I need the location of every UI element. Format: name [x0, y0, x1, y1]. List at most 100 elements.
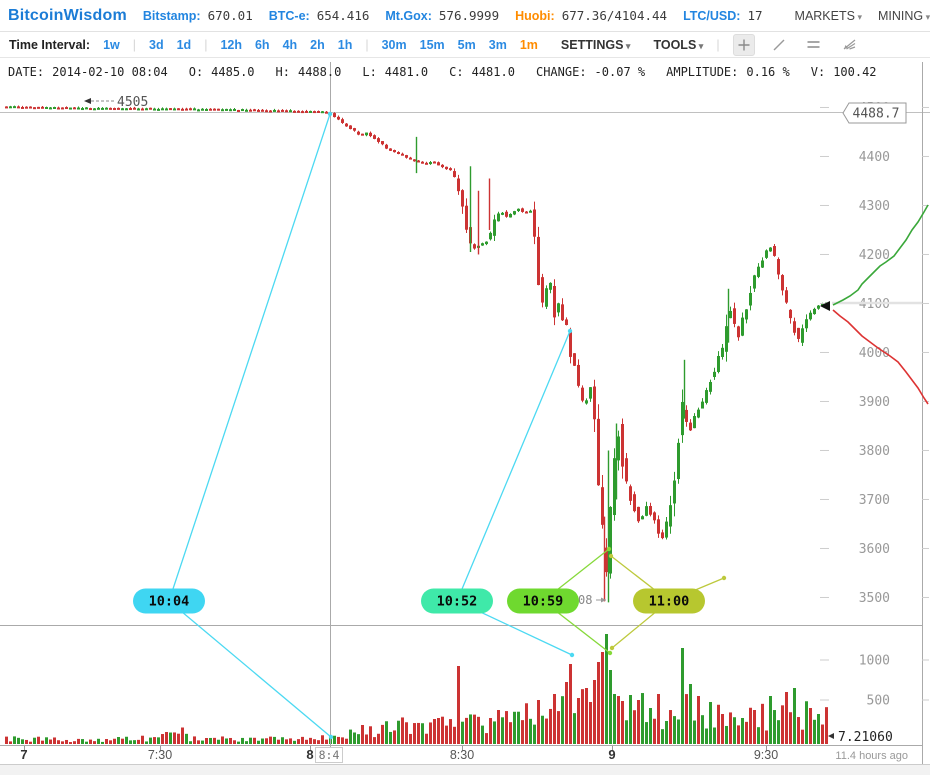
- info-low: L: 4481.0: [362, 64, 429, 79]
- candle: [493, 219, 496, 236]
- ticker-btce[interactable]: BTC-e: 654.416: [269, 8, 370, 23]
- volume-bar: [13, 736, 16, 744]
- volume-bar: [73, 741, 76, 744]
- x-axis: 7 7:30 8 8:30 9 9:30 8:4 11.4 hours ago: [20, 746, 908, 763]
- x-tick-label: 7: [20, 747, 27, 762]
- volume-bar: [693, 720, 696, 744]
- volume-bar: [393, 730, 396, 744]
- volume-bar: [521, 720, 524, 744]
- horizontal-lines-icon: [807, 41, 820, 48]
- interval-30m[interactable]: 30m: [381, 38, 407, 52]
- angles-tool-button[interactable]: [838, 34, 860, 56]
- interval-6h[interactable]: 6h: [254, 38, 270, 52]
- candle: [253, 109, 256, 112]
- volume-bar: [765, 730, 768, 744]
- candle: [545, 288, 548, 307]
- candle: [245, 109, 248, 112]
- volume-bar: [505, 711, 508, 744]
- candle: [9, 106, 12, 109]
- info-volume: V: 100.42: [810, 64, 877, 79]
- candle: [661, 532, 664, 539]
- candle: [653, 512, 656, 521]
- candle: [257, 109, 260, 112]
- candlesticks: [5, 105, 828, 603]
- candle: [173, 108, 176, 111]
- volume-bar: [69, 742, 72, 744]
- info-amplitude: AMPLITUDE: 0.16 %: [666, 64, 790, 79]
- volume-bar: [701, 715, 704, 744]
- volume-bar: [197, 740, 200, 744]
- volume-bar: [685, 694, 688, 744]
- candle: [61, 107, 64, 110]
- candle: [605, 547, 608, 573]
- interval-3d[interactable]: 3d: [149, 38, 164, 52]
- interval-1m[interactable]: 1m: [519, 38, 538, 52]
- current-price-text: 4488.7: [853, 107, 900, 122]
- time-pill-label: 10:52: [437, 594, 478, 610]
- candle: [393, 150, 396, 153]
- candle: [793, 321, 796, 333]
- settings-menu[interactable]: SETTINGS: [561, 38, 631, 52]
- markets-menu[interactable]: MARKETS: [795, 9, 862, 23]
- volume-bar: [621, 701, 624, 744]
- candle: [365, 132, 368, 136]
- app-logo[interactable]: BitcoinWisdom: [8, 6, 127, 24]
- candle: [129, 108, 132, 111]
- candle: [209, 108, 212, 111]
- interval-4h[interactable]: 4h: [282, 38, 298, 52]
- volume-bar: [369, 726, 372, 744]
- horizontal-lines-tool-button[interactable]: [803, 34, 825, 56]
- top-header: BitcoinWisdom Bitstamp: 670.01 BTC-e: 65…: [0, 0, 930, 32]
- price-tick-label: 3500: [859, 591, 890, 606]
- volume-bar: [537, 700, 540, 744]
- volume-bar: [277, 739, 280, 744]
- volume-bar: [105, 739, 108, 744]
- interval-15m[interactable]: 15m: [419, 38, 445, 52]
- interval-3m[interactable]: 3m: [488, 38, 507, 52]
- ticker-bitstamp[interactable]: Bitstamp: 670.01: [143, 8, 253, 23]
- candle: [769, 247, 772, 252]
- volume-bar: [733, 717, 736, 744]
- volume-bar: [93, 741, 96, 744]
- candle: [113, 108, 116, 111]
- trendline-icon: [773, 39, 785, 51]
- volume-bar: [253, 737, 256, 744]
- candle: [241, 109, 244, 112]
- interval-1d[interactable]: 1d: [176, 38, 192, 52]
- volume-bar: [225, 738, 228, 744]
- candle: [69, 107, 72, 110]
- ticker-huobi[interactable]: Huobi: 677.36/4104.44: [515, 8, 667, 23]
- volume-bar: [453, 726, 456, 744]
- candle: [557, 303, 560, 313]
- candle: [629, 486, 632, 501]
- ticker-mtgox[interactable]: Mt.Gox: 576.9999: [385, 8, 499, 23]
- volume-bar: [149, 737, 152, 744]
- mining-menu[interactable]: MINING: [878, 9, 930, 23]
- volume-bar: [561, 696, 564, 744]
- candle: [157, 108, 160, 111]
- volume-bar: [549, 708, 552, 744]
- tools-menu[interactable]: TOOLS: [653, 38, 703, 52]
- volume-bar: [309, 737, 312, 744]
- volume-bar: [313, 739, 316, 744]
- candle: [777, 259, 780, 275]
- time-pill: 10:59: [507, 588, 579, 614]
- crosshair-tool-button[interactable]: [732, 34, 755, 56]
- candle: [513, 211, 516, 215]
- candle: [429, 162, 432, 165]
- candle: [729, 310, 732, 319]
- candle: [185, 108, 188, 111]
- x-tick-label: 9:30: [754, 748, 778, 762]
- candle: [161, 108, 164, 111]
- interval-1w[interactable]: 1w: [103, 38, 120, 52]
- interval-2h[interactable]: 2h: [310, 38, 325, 52]
- trendline-tool-button[interactable]: [768, 34, 790, 56]
- interval-12h[interactable]: 12h: [220, 38, 242, 52]
- interval-1h[interactable]: 1h: [337, 38, 353, 52]
- interval-5m[interactable]: 5m: [457, 38, 476, 52]
- volume-bar: [141, 735, 144, 744]
- last-price-marker-icon: [820, 301, 830, 311]
- volume-bar: [261, 738, 264, 744]
- ticker-ltcusd[interactable]: LTC/USD: 17: [683, 8, 762, 23]
